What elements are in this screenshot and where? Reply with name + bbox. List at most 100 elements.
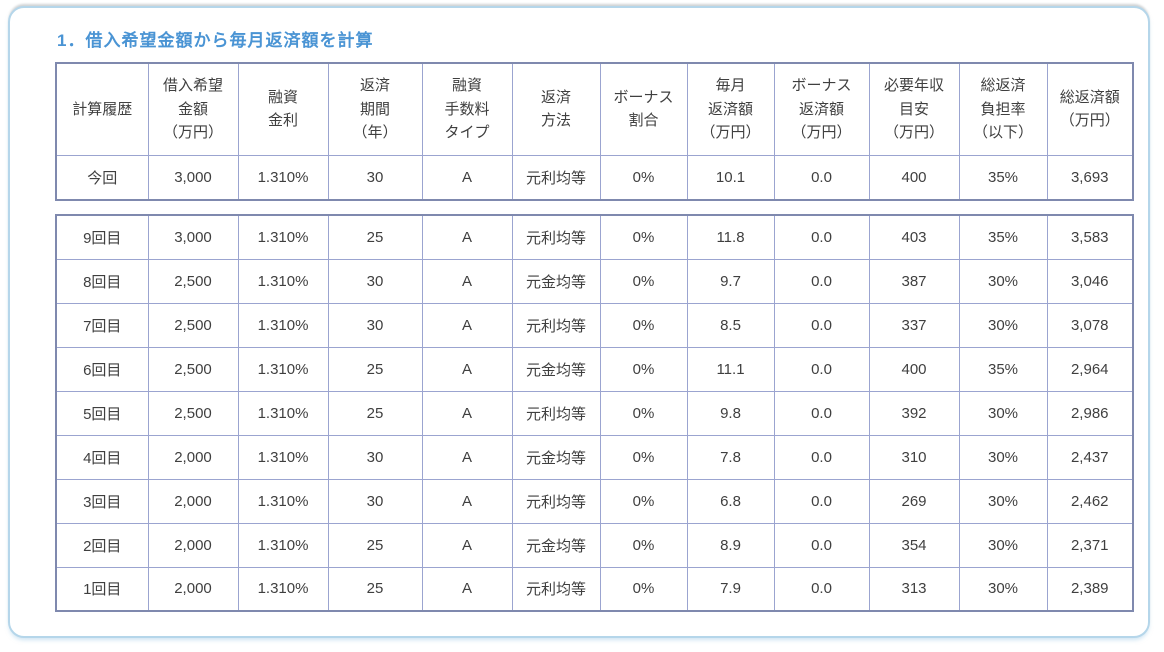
cell-fee-type: A [421,214,513,260]
cell-loan-amount: 2,500 [147,258,239,304]
cell-bonus-payment: 0.0 [773,478,870,524]
cell-repay-method: 元利均等 [511,302,601,348]
loan-calculator-panel: 1．借入希望金額から毎月返済額を計算 計算履歴 借入希望 金額 （万円） 融資 … [8,6,1150,638]
history-table: 9回目 3,000 1.310% 25 A 元利均等 0% 11.8 0.0 4… [55,214,1134,612]
cell-burden-ratio: 30% [958,390,1048,436]
cell-repay-method: 元利均等 [511,566,601,612]
cell-monthly-payment: 11.8 [686,214,775,260]
cell-fee-type: A [421,390,513,436]
cell-burden-ratio: 35% [958,214,1048,260]
cell-required-income: 392 [868,390,960,436]
history-row-label: 1回目 [55,566,149,612]
cell-bonus-ratio: 0% [599,434,688,480]
cell-fee-type: A [421,302,513,348]
cell-interest-rate: 1.310% [237,302,329,348]
cell-interest-rate: 1.310% [237,522,329,568]
cell-interest-rate: 1.310% [237,434,329,480]
cell-repay-method: 元利均等 [511,214,601,260]
cell-term: 25 [327,346,423,392]
history-row: 7回目 2,500 1.310% 30 A 元利均等 0% 8.5 0.0 33… [55,302,1134,348]
cell-loan-amount: 3,000 [147,214,239,260]
cell-interest-rate: 1.310% [237,390,329,436]
cell-loan-amount: 2,500 [147,346,239,392]
cell-burden-ratio: 30% [958,434,1048,480]
history-row: 4回目 2,000 1.310% 30 A 元金均等 0% 7.8 0.0 31… [55,434,1134,480]
history-table-body: 9回目 3,000 1.310% 25 A 元利均等 0% 11.8 0.0 4… [55,214,1134,612]
cell-burden-ratio: 30% [958,522,1048,568]
cell-monthly-payment: 7.8 [686,434,775,480]
cell-burden-ratio: 30% [958,566,1048,612]
cell-loan-amount: 2,000 [147,478,239,524]
cell-bonus-ratio: 0% [599,346,688,392]
cell-interest-rate: 1.310% [237,478,329,524]
cell-repay-method: 元利均等 [511,478,601,524]
cell-repay-method: 元金均等 [511,346,601,392]
cell-bonus-ratio: 0% [599,522,688,568]
cell-bonus-ratio: 0% [599,302,688,348]
cell-term: 30 [327,258,423,304]
header-row: 計算履歴 借入希望 金額 （万円） 融資 金利 返済 期間 （年） 融資 手数料… [55,62,1134,156]
cell-required-income: 403 [868,214,960,260]
cell-repay-method: 元金均等 [511,258,601,304]
history-row-label: 9回目 [55,214,149,260]
cell-monthly-payment: 7.9 [686,566,775,612]
cell-total-repayment: 2,964 [1046,346,1134,392]
cell-burden-ratio: 30% [958,258,1048,304]
history-row: 9回目 3,000 1.310% 25 A 元利均等 0% 11.8 0.0 4… [55,214,1134,260]
cell-monthly-payment: 6.8 [686,478,775,524]
cell-term: 30 [327,478,423,524]
cell-burden-ratio: 35% [958,346,1048,392]
cell-bonus-payment: 0.0 [773,522,870,568]
cell-fee-type: A [421,566,513,612]
history-row-label: 3回目 [55,478,149,524]
cell-fee-type: A [421,346,513,392]
cell-monthly-payment: 8.9 [686,522,775,568]
cell-total-repayment: 2,371 [1046,522,1134,568]
cell-repay-method: 元利均等 [511,154,601,201]
cell-loan-amount: 2,000 [147,566,239,612]
cell-monthly-payment: 9.8 [686,390,775,436]
cell-fee-type: A [421,154,513,201]
cell-bonus-payment: 0.0 [773,346,870,392]
cell-interest-rate: 1.310% [237,346,329,392]
cell-total-repayment: 2,389 [1046,566,1134,612]
cell-bonus-ratio: 0% [599,154,688,201]
cell-repay-method: 元金均等 [511,522,601,568]
cell-bonus-ratio: 0% [599,566,688,612]
cell-burden-ratio: 30% [958,302,1048,348]
col-header-total-repayment: 総返済額 （万円） [1046,62,1134,156]
cell-required-income: 337 [868,302,960,348]
cell-bonus-payment: 0.0 [773,154,870,201]
section-title: 1．借入希望金額から毎月返済額を計算 [57,31,374,50]
history-row-label: 4回目 [55,434,149,480]
history-row-label: 2回目 [55,522,149,568]
cell-total-repayment: 2,986 [1046,390,1134,436]
cell-term: 25 [327,214,423,260]
col-header-bonus-payment: ボーナス 返済額 （万円） [773,62,870,156]
cell-total-repayment: 3,078 [1046,302,1134,348]
cell-bonus-payment: 0.0 [773,302,870,348]
cell-bonus-payment: 0.0 [773,434,870,480]
current-result-table: 計算履歴 借入希望 金額 （万円） 融資 金利 返済 期間 （年） 融資 手数料… [55,62,1134,201]
cell-bonus-payment: 0.0 [773,214,870,260]
cell-bonus-ratio: 0% [599,478,688,524]
col-header-interest-rate: 融資 金利 [237,62,329,156]
cell-bonus-ratio: 0% [599,258,688,304]
cell-term: 25 [327,390,423,436]
cell-monthly-payment: 11.1 [686,346,775,392]
cell-term: 30 [327,302,423,348]
cell-bonus-payment: 0.0 [773,258,870,304]
cell-fee-type: A [421,258,513,304]
cell-burden-ratio: 35% [958,154,1048,201]
col-header-calc-history: 計算履歴 [55,62,149,156]
cell-loan-amount: 3,000 [147,154,239,201]
cell-total-repayment: 3,693 [1046,154,1134,201]
cell-total-repayment: 2,437 [1046,434,1134,480]
cell-required-income: 400 [868,154,960,201]
history-row: 1回目 2,000 1.310% 25 A 元利均等 0% 7.9 0.0 31… [55,566,1134,612]
cell-bonus-payment: 0.0 [773,566,870,612]
cell-loan-amount: 2,500 [147,390,239,436]
cell-required-income: 310 [868,434,960,480]
col-header-loan-amount: 借入希望 金額 （万円） [147,62,239,156]
cell-monthly-payment: 9.7 [686,258,775,304]
